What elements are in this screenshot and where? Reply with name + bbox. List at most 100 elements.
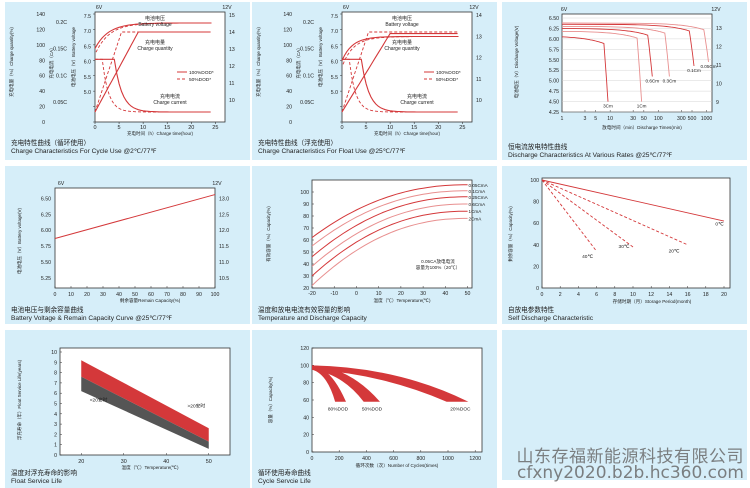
chart-panel-empty xyxy=(502,330,747,480)
label-voltage-en: Battery voltage xyxy=(138,22,172,28)
voltage-curve-50dod xyxy=(95,22,212,53)
x-tick-label: 20 xyxy=(84,292,90,298)
caption-float-zh: 充电特性曲线（浮充使用） xyxy=(258,140,338,147)
x-tick-label: 0 xyxy=(54,292,57,298)
float-life-band-small xyxy=(81,376,209,449)
x-tick-label: 1200 xyxy=(469,456,481,462)
x-tick-label: 30 xyxy=(121,459,127,465)
self-discharge-20℃ xyxy=(541,179,688,246)
caption-cycle-en: Charge Characteristics For Cycle Use @2℃… xyxy=(11,148,157,155)
capacity-curve-1CmA xyxy=(311,210,468,277)
left-tick-label: 6.00 xyxy=(41,228,51,234)
mid-tick-label: 0.15C xyxy=(53,47,67,53)
series-label-0.3Cm: 0.3Cm xyxy=(663,78,677,83)
y-axis-label-left: 充电电量（%）Charge quantity(%) xyxy=(255,27,262,97)
mid-tick-label: 0.05C xyxy=(53,100,67,106)
left-tick-label: 0 xyxy=(289,120,292,126)
left-tick-label: 20 xyxy=(303,433,309,439)
left-tick-label: 20 xyxy=(286,105,292,111)
x-tick-label: 0 xyxy=(93,125,96,131)
series-label-1CmA: 1CmA xyxy=(469,209,483,214)
left-tick-label: 5.50 xyxy=(41,260,51,266)
right-tick-label: 11 xyxy=(229,81,234,87)
x-tick-label: 1000 xyxy=(701,116,713,122)
right-tick-label: 12.5 xyxy=(219,212,229,218)
left-tick-label: 50 xyxy=(303,250,309,256)
legend-50dod: 50%DOD* xyxy=(436,77,458,83)
v12-label: 12V xyxy=(222,5,232,11)
x-tick-label: 200 xyxy=(335,456,344,462)
discharge-curve-1Cm xyxy=(561,30,643,102)
caption-self-zh: 自放电参数特性 xyxy=(508,307,555,314)
caption-cl-zh: 循环使用寿命曲线 xyxy=(258,470,311,477)
x-tick-label: 50 xyxy=(206,459,212,465)
right-tick-label: 11.0 xyxy=(219,260,229,266)
x-tick-label: -10 xyxy=(330,291,338,297)
v6-label: 6V xyxy=(96,5,103,11)
right-tick-label: 12 xyxy=(716,45,722,51)
series-label-50%DOD: 50%DOD xyxy=(362,407,383,413)
caption-fl-zh: 温度对浮充寿命的影响 xyxy=(11,470,77,477)
x-tick-label: 10 xyxy=(387,125,393,131)
chart-panel-voltage-capacity: 0 10 20 30 40 50 60 70 80 90 100 剩余容量Remain Capacit… xyxy=(5,166,250,324)
self-discharge-30℃ xyxy=(541,179,634,248)
legend-50dod: 50%DOD* xyxy=(189,77,211,83)
left-tick-label: 120 xyxy=(283,27,292,33)
left-tick-label: 1 xyxy=(54,443,57,449)
mid-tick-label: 0.2C xyxy=(303,20,314,26)
plot-area xyxy=(311,179,473,289)
left-tick-label: 0 xyxy=(54,453,57,459)
label-current-zh: 充电电流 xyxy=(160,93,180,100)
mid-tick-label: 0.1C xyxy=(303,73,314,79)
charge-current-curve-100dod xyxy=(342,58,458,113)
v6-tick-label: 7.0 xyxy=(331,29,338,35)
left-tick-label: 7 xyxy=(54,381,57,387)
series-label-40℃: 40℃ xyxy=(582,254,593,260)
left-tick-label: 100 xyxy=(283,43,292,49)
y-axis-label-mid: 充电电流（CA） xyxy=(295,45,302,78)
x-tick-label: 4 xyxy=(577,292,580,298)
note-line-1: 0.05CA放电电流 xyxy=(421,258,455,265)
label-over-20ah: >20安时 xyxy=(188,403,206,410)
v6-tick-label: 6.0 xyxy=(84,60,91,66)
right-tick-label: 13.0 xyxy=(219,196,229,202)
left-tick-label: 70 xyxy=(303,226,309,232)
v6-label: 6V xyxy=(343,5,350,11)
discharge-curve-3Cm xyxy=(561,36,609,102)
left-tick-label: 10 xyxy=(51,350,57,356)
label-current-en: Charge current xyxy=(400,100,434,106)
x-axis-label: 温度（℃）Temperature(℃) xyxy=(122,464,179,471)
y-axis-label-right: 电池电压（V）Battery voltage xyxy=(70,27,77,88)
left-tick-label: 40 xyxy=(39,89,45,95)
x-tick-label: 8 xyxy=(613,292,616,298)
cycle-life-band-50%DOD xyxy=(312,365,380,402)
x-axis-label: 温度（℃）Temperature(℃) xyxy=(374,297,431,304)
series-label-30℃: 30℃ xyxy=(619,244,630,250)
x-tick-label: 80 xyxy=(180,292,186,298)
caption-discharge-en: Discharge Characteristics At Various Rat… xyxy=(508,152,673,159)
x-tick-label: 30 xyxy=(100,292,106,298)
plot-area xyxy=(341,11,473,123)
y-axis-label-left: 剩余容量（%）Capacity(%) xyxy=(507,206,514,262)
left-tick-label: 0 xyxy=(306,450,309,456)
left-tick-label: 60 xyxy=(533,221,539,227)
series-label-2CmA: 2CmA xyxy=(469,216,483,221)
discharge-curve-0.05Cm xyxy=(561,22,709,62)
right-tick-label: 13 xyxy=(716,26,722,32)
right-tick-label: 10.5 xyxy=(219,276,229,282)
right-tick-label: 14 xyxy=(229,30,235,36)
left-tick-label: 120 xyxy=(300,346,309,352)
caption-float-en: Charge Characteristics For Float Use @25… xyxy=(258,148,406,155)
left-tick-label: 8 xyxy=(54,371,57,377)
left-tick-label: 6.50 xyxy=(549,16,559,22)
x-tick-label: 14 xyxy=(667,292,673,298)
plot-area xyxy=(541,177,731,289)
v6-label: 6V xyxy=(561,7,568,13)
v12-label: 12V xyxy=(711,7,721,13)
x-tick-label: 15 xyxy=(164,125,170,131)
x-tick-label: 10 xyxy=(140,125,146,131)
left-tick-label: 9 xyxy=(54,360,57,366)
v6-tick-label: 5.0 xyxy=(84,90,91,96)
v6-tick-label: 5.0 xyxy=(331,90,338,96)
label-quantity-en: Charge quantity xyxy=(384,46,420,52)
